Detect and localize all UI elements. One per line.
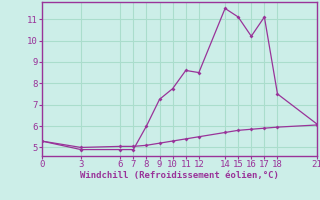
X-axis label: Windchill (Refroidissement éolien,°C): Windchill (Refroidissement éolien,°C) xyxy=(80,171,279,180)
